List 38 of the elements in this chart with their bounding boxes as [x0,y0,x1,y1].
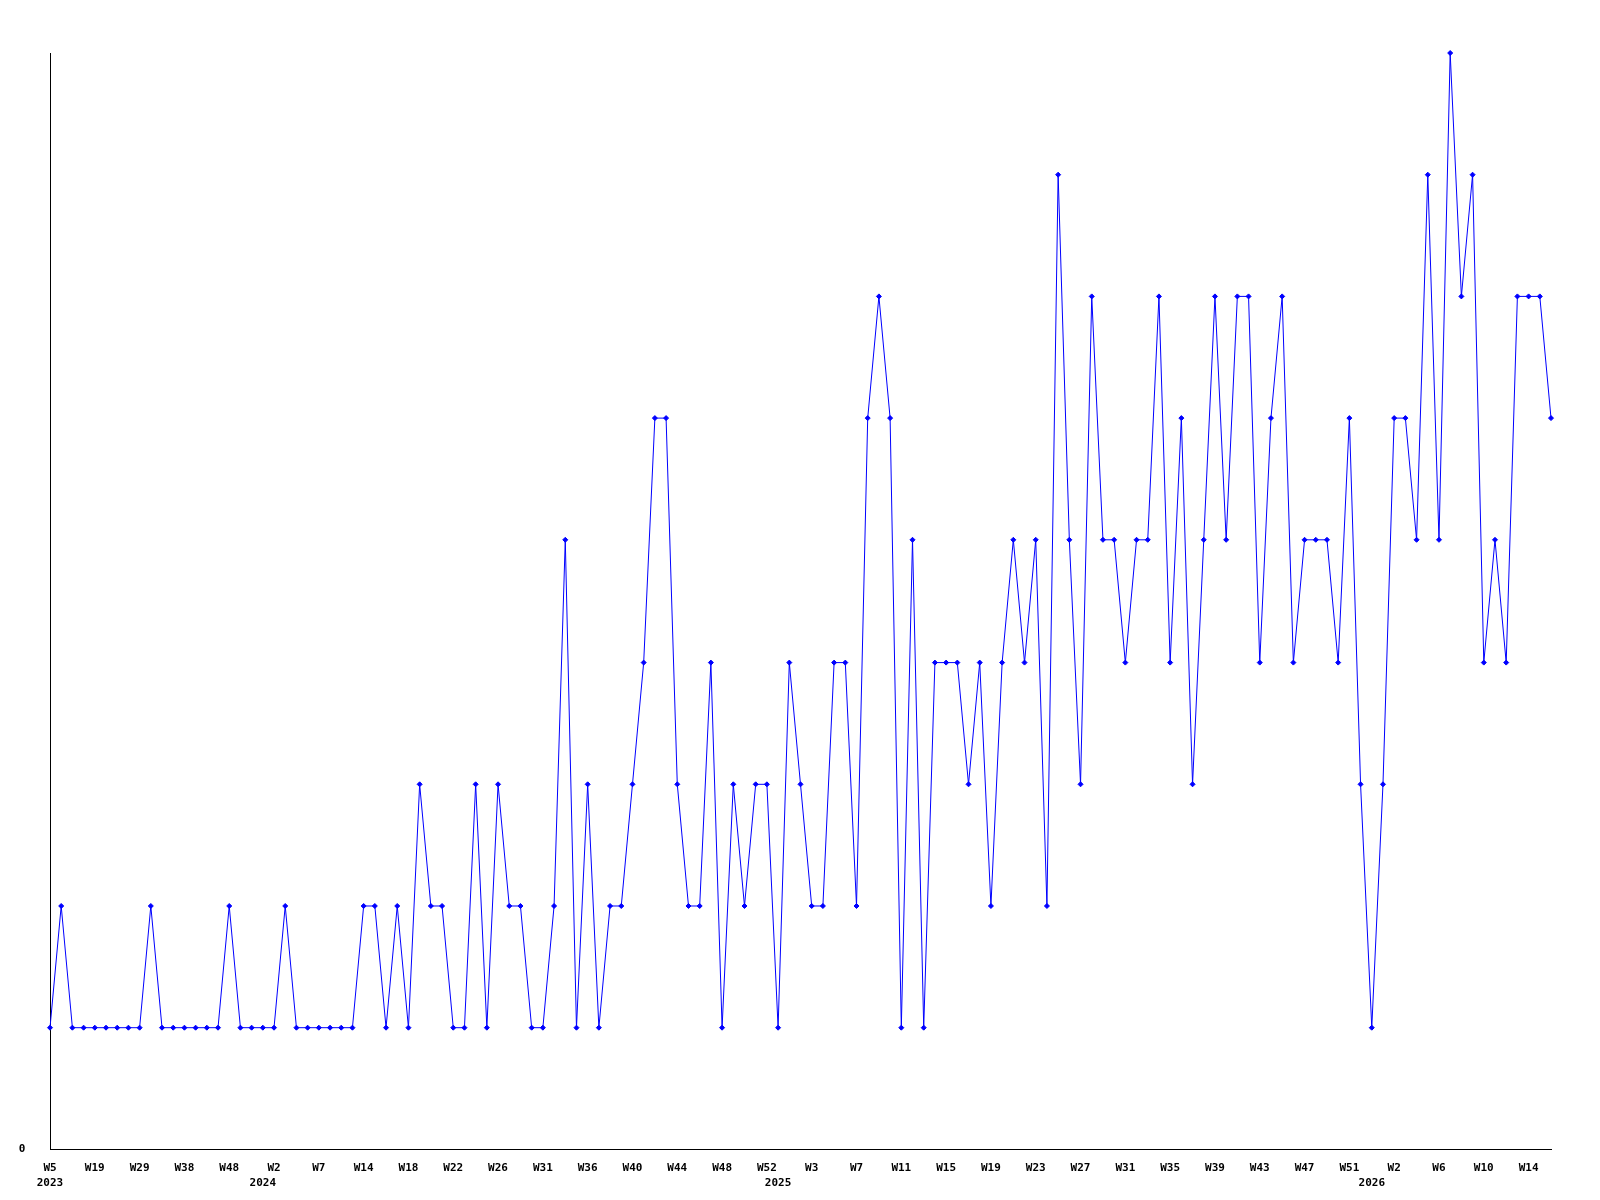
x-tick-label: W48 [712,1161,733,1175]
x-tick-label: 2026 [1358,1175,1386,1189]
x-tick-label: W35 [1160,1161,1181,1175]
x-tick-label: W14 [1518,1161,1539,1175]
x-tick-label: W11 [891,1161,912,1175]
x-tick-label: W14 [353,1161,374,1175]
x-tick-label: W36 [577,1161,598,1175]
x-tick-label: W3 [805,1161,819,1175]
x-tick-label: W19 [84,1161,105,1175]
x-tick-label: W18 [398,1161,419,1175]
x-tick-label: W44 [667,1161,688,1175]
x-tick-label: W40 [622,1161,643,1175]
x-tick-label: W26 [488,1161,509,1175]
x-tick-label: W10 [1473,1161,1494,1175]
x-tick-label: W2 [267,1161,281,1175]
x-tick-label: W2 [1387,1161,1401,1175]
x-tick-label: W19 [980,1161,1001,1175]
x-tick-label: W38 [174,1161,195,1175]
x-tick-label: W31 [532,1161,554,1175]
x-tick-label: W29 [129,1161,150,1175]
x-tick-label: W7 [312,1161,326,1175]
x-tick-label: W22 [443,1161,464,1175]
x-tick-label: W31 [1115,1161,1136,1175]
x-tick-label: 2025 [764,1175,792,1189]
x-tick-label: W7 [849,1161,864,1175]
text: 0 [18,1142,26,1156]
x-tick-label: W39 [1205,1161,1225,1175]
x-tick-label: W5 2023 [36,1161,64,1189]
x-tick-label: W23 [1025,1161,1046,1175]
x-tick-label: W51 [1339,1161,1360,1175]
x-tick-label: W47 [1294,1161,1315,1175]
x-tick-label: 2024 [249,1175,277,1189]
x-tick-label: W27 [1070,1161,1091,1175]
x-tick-label: W6 [1432,1161,1446,1175]
x-tick-label: W48 [219,1161,240,1175]
x-tick-label: W15 [936,1161,957,1175]
x-tick-label: W52 [756,1161,777,1175]
x-tick-label: W43 [1249,1161,1270,1175]
